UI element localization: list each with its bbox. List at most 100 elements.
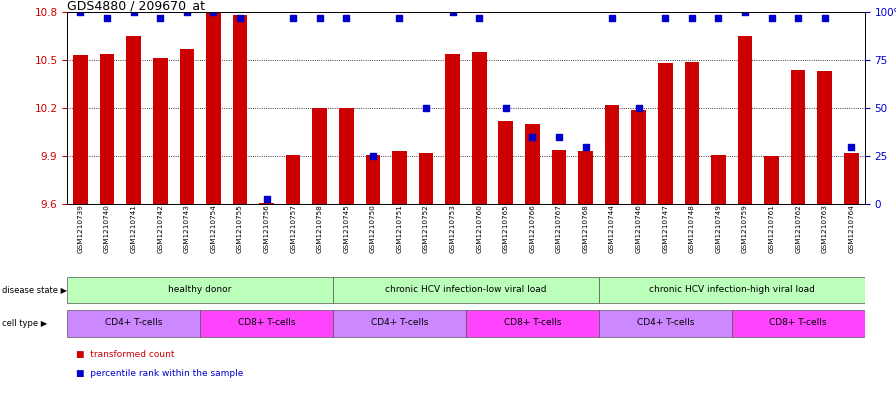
Bar	[67, 310, 200, 336]
Point	[206, 9, 220, 15]
Point	[552, 134, 566, 140]
Bar	[498, 121, 513, 204]
Text: GSM1210747: GSM1210747	[662, 204, 668, 253]
Text: CD8+ T-cells: CD8+ T-cells	[237, 318, 296, 327]
Text: CD8+ T-cells: CD8+ T-cells	[770, 318, 827, 327]
Text: CD4+ T-cells: CD4+ T-cells	[105, 318, 162, 327]
Bar	[206, 13, 220, 204]
Text: GSM1210762: GSM1210762	[795, 204, 801, 253]
Point	[99, 15, 115, 21]
Text: CD4+ T-cells: CD4+ T-cells	[371, 318, 428, 327]
Point	[605, 15, 619, 21]
Text: GSM1210760: GSM1210760	[476, 204, 482, 253]
Text: GSM1210758: GSM1210758	[316, 204, 323, 253]
Text: GSM1210756: GSM1210756	[263, 204, 270, 253]
Text: GSM1210746: GSM1210746	[635, 204, 642, 253]
Bar	[844, 153, 858, 204]
Text: GSM1210765: GSM1210765	[503, 204, 509, 253]
Point	[844, 143, 858, 150]
Bar	[525, 124, 539, 204]
Text: GSM1210754: GSM1210754	[211, 204, 217, 253]
Text: GSM1210745: GSM1210745	[343, 204, 349, 253]
Bar	[126, 36, 141, 204]
Text: GSM1210741: GSM1210741	[131, 204, 137, 253]
Bar	[817, 71, 832, 204]
Bar	[99, 53, 115, 204]
Bar	[153, 58, 168, 204]
Bar	[552, 150, 566, 204]
Point	[737, 9, 752, 15]
Point	[472, 15, 487, 21]
Bar	[599, 277, 865, 303]
Text: GSM1210763: GSM1210763	[822, 204, 828, 253]
Text: CD8+ T-cells: CD8+ T-cells	[504, 318, 561, 327]
Bar	[764, 156, 779, 204]
Text: GSM1210757: GSM1210757	[290, 204, 297, 253]
Text: GSM1210755: GSM1210755	[237, 204, 243, 253]
Bar	[73, 55, 88, 204]
Text: chronic HCV infection-high viral load: chronic HCV infection-high viral load	[649, 285, 814, 294]
Point	[260, 195, 274, 202]
Text: GSM1210766: GSM1210766	[530, 204, 536, 253]
Point	[632, 105, 646, 111]
Point	[366, 153, 380, 160]
Bar	[67, 277, 333, 303]
Text: GSM1210740: GSM1210740	[104, 204, 110, 253]
Bar	[445, 53, 460, 204]
Bar	[605, 105, 619, 204]
Text: cell type ▶: cell type ▶	[2, 319, 47, 328]
Text: ■  transformed count: ■ transformed count	[76, 350, 175, 359]
Text: GSM1210761: GSM1210761	[769, 204, 775, 253]
Bar	[418, 153, 434, 204]
Text: disease state ▶: disease state ▶	[2, 285, 67, 294]
Point	[73, 9, 88, 15]
Bar	[632, 110, 646, 204]
Bar	[333, 310, 466, 336]
Point	[392, 15, 407, 21]
Text: ■  percentile rank within the sample: ■ percentile rank within the sample	[76, 369, 244, 378]
Bar	[200, 310, 333, 336]
Bar	[366, 154, 380, 204]
Text: GSM1210764: GSM1210764	[849, 204, 855, 253]
Point	[579, 143, 593, 150]
Text: GDS4880 / 209670_at: GDS4880 / 209670_at	[67, 0, 205, 12]
Text: GSM1210753: GSM1210753	[450, 204, 456, 253]
Bar	[711, 154, 726, 204]
Point	[179, 9, 194, 15]
Bar	[599, 310, 732, 336]
Text: GSM1210749: GSM1210749	[715, 204, 721, 253]
Text: GSM1210759: GSM1210759	[742, 204, 748, 253]
Text: chronic HCV infection-low viral load: chronic HCV infection-low viral load	[385, 285, 547, 294]
Bar	[737, 36, 753, 204]
Point	[339, 15, 353, 21]
Point	[711, 15, 726, 21]
Bar	[392, 151, 407, 204]
Point	[525, 134, 539, 140]
Bar	[286, 154, 300, 204]
Bar	[791, 70, 806, 204]
Bar	[233, 15, 247, 204]
Point	[685, 15, 699, 21]
Bar	[339, 108, 354, 204]
Point	[445, 9, 460, 15]
Bar	[685, 62, 699, 204]
Point	[418, 105, 434, 111]
Point	[658, 15, 672, 21]
Text: healthy donor: healthy donor	[168, 285, 232, 294]
Text: GSM1210767: GSM1210767	[556, 204, 562, 253]
Bar	[472, 52, 487, 204]
Point	[126, 9, 141, 15]
Bar	[259, 203, 274, 204]
Text: GSM1210744: GSM1210744	[609, 204, 616, 253]
Point	[791, 15, 806, 21]
Bar	[578, 151, 593, 204]
Point	[233, 15, 247, 21]
Bar	[313, 108, 327, 204]
Point	[498, 105, 513, 111]
Text: GSM1210739: GSM1210739	[77, 204, 83, 253]
Point	[764, 15, 779, 21]
Text: CD4+ T-cells: CD4+ T-cells	[636, 318, 694, 327]
Point	[313, 15, 327, 21]
Bar	[333, 277, 599, 303]
Text: GSM1210750: GSM1210750	[370, 204, 376, 253]
